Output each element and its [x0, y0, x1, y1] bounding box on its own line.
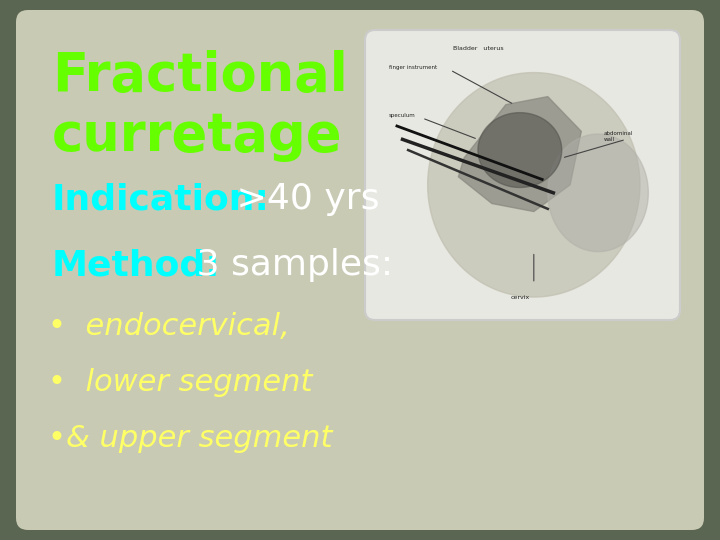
Polygon shape [478, 113, 562, 187]
Text: Method:: Method: [52, 248, 220, 282]
Text: •  lower segment: • lower segment [48, 368, 312, 397]
Polygon shape [548, 134, 648, 252]
Text: finger instrument: finger instrument [389, 65, 436, 70]
Text: Indication:: Indication: [52, 182, 270, 216]
Text: abdominal
wall: abdominal wall [603, 131, 633, 142]
Text: speculum: speculum [389, 113, 415, 118]
FancyBboxPatch shape [16, 10, 704, 530]
Text: •& upper segment: •& upper segment [48, 424, 333, 453]
Text: >40 yrs: >40 yrs [225, 182, 379, 216]
Text: Bladder   uterus: Bladder uterus [453, 46, 503, 51]
Text: Fractional: Fractional [52, 50, 348, 102]
Text: curretage: curretage [52, 110, 343, 162]
Polygon shape [459, 97, 581, 212]
Polygon shape [428, 72, 640, 297]
Text: •  endocervical,: • endocervical, [48, 312, 290, 341]
FancyBboxPatch shape [365, 30, 680, 320]
Text: 3 samples:: 3 samples: [185, 248, 393, 282]
Text: cervix: cervix [510, 295, 529, 300]
